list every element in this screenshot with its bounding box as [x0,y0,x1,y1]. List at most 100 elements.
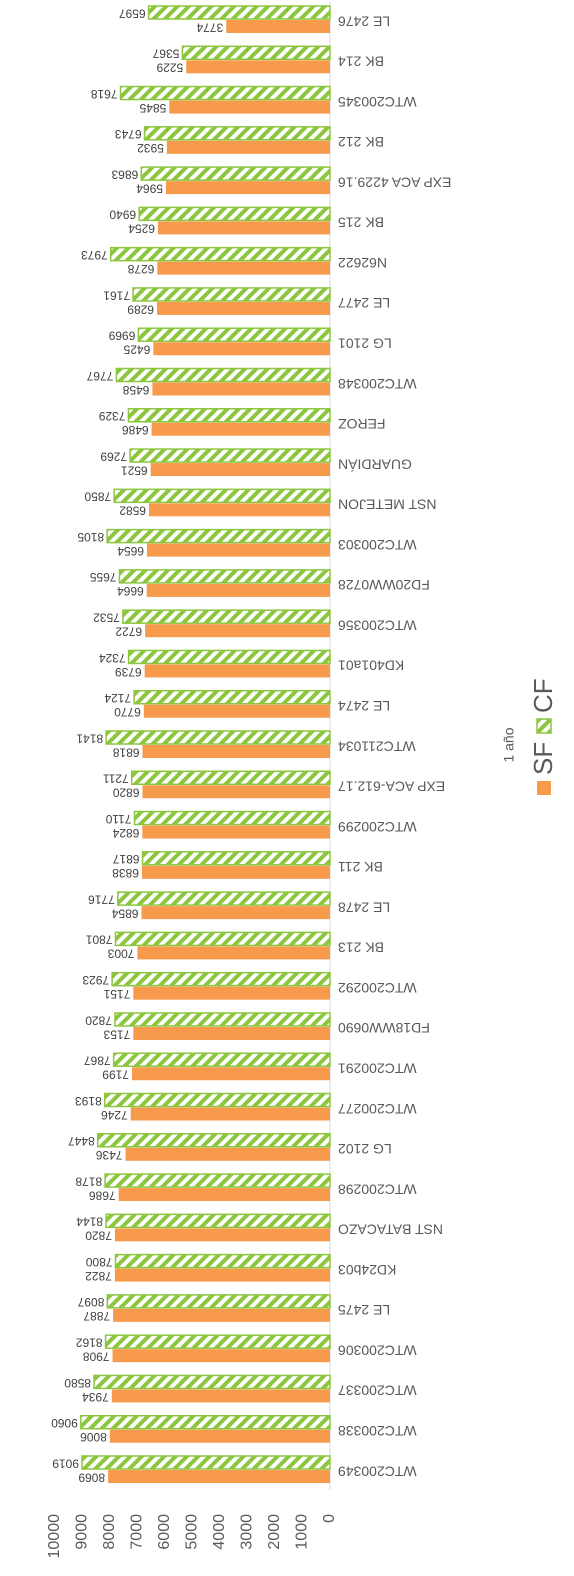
data-label: 6969 [108,329,135,343]
x-tick-label: BK 213 [338,940,384,956]
data-label: 7801 [85,933,112,947]
bar [133,986,330,1000]
x-tick-label: LE 2475 [338,1302,390,1318]
bar [181,45,331,61]
y-tick-label: 5000 [184,1514,201,1550]
x-tick-label: EXP ACA 4229.16 [338,174,452,190]
y-tick-label: 3000 [239,1514,256,1550]
data-label: 7820 [85,1013,112,1027]
x-tick-label: WTC200303 [338,537,417,553]
data-label: 6824 [112,826,139,840]
y-tick-label: 7000 [129,1514,146,1550]
y-tick-label: 9000 [74,1514,91,1550]
bar [142,825,330,839]
data-label: 6743 [115,127,142,141]
bar [111,1389,330,1403]
x-tick-label: WTC211034 [338,738,416,754]
bar [151,422,330,436]
x-tick-label: FEROZ [338,416,386,432]
bar [122,609,331,624]
x-tick-label: LE 2474 [338,698,390,714]
x-tick-label: BK 211 [338,859,383,875]
bar [130,770,331,786]
bar [137,946,330,960]
bar [105,1213,331,1229]
data-label: 7923 [82,973,109,987]
bar [127,649,331,665]
data-label: 7850 [84,490,111,504]
data-label: 6818 [112,745,139,759]
data-label: 8144 [76,1215,103,1229]
data-label: 5932 [137,141,164,155]
x-tick-label: WTC200356 [338,617,417,633]
x-tick-label: NST METEJON [338,497,437,513]
data-label: 6597 [119,6,146,20]
data-label: 6854 [111,906,138,920]
y-tick-label: 6000 [156,1514,173,1550]
bar [144,664,330,678]
data-label: 7767 [86,369,113,383]
x-tick-label: KD24b03 [338,1262,397,1278]
bar [150,463,330,477]
bar [165,181,330,195]
bar [143,704,330,718]
bar [133,810,331,826]
x-tick-label: LG 2101 [338,336,392,352]
data-label: 7800 [85,1255,112,1269]
bar [114,1012,331,1027]
x-tick-label: LE 2478 [338,899,390,915]
x-tick-label: LG 2102 [338,1141,392,1157]
y-tick-label: 1000 [294,1514,311,1550]
data-label: 6838 [112,866,139,880]
bar [138,206,331,222]
data-label: 7199 [102,1068,129,1082]
data-label: 7269 [100,449,127,463]
data-label: 6278 [127,262,154,276]
bar [104,1334,331,1349]
data-label: 7887 [83,1309,110,1323]
data-label: 6770 [114,705,141,719]
data-label: 5367 [152,47,179,61]
bar [132,1067,330,1081]
legend-swatch [537,781,551,795]
bar [113,488,331,504]
bar [148,503,330,517]
data-label: 6863 [111,167,138,181]
data-label: 6722 [115,624,142,638]
bar [80,1414,331,1430]
data-label: 7324 [99,651,126,665]
data-label: 6817 [113,852,140,866]
data-label: 6820 [112,786,139,800]
bar [108,1470,330,1483]
bar [137,327,331,342]
data-label: 8162 [76,1335,103,1349]
bar [114,1228,330,1242]
bar [226,20,330,33]
bar [125,1147,330,1161]
bar [114,1268,331,1282]
bar [114,1253,331,1269]
data-label: 7436 [95,1148,122,1162]
x-tick-label: WTC200291 [338,1061,417,1077]
x-tick-label: WTC200338 [338,1423,417,1439]
data-label: 5845 [139,101,166,115]
x-tick-label: FD20WW0728 [338,577,430,593]
bar [127,408,331,423]
x-tick-label: BK 214 [338,54,384,70]
bar [118,569,331,584]
bar [109,1429,331,1443]
bar [118,1188,330,1202]
bar [166,140,330,154]
y-tick-label: 2000 [266,1514,283,1550]
data-label: 6664 [117,584,144,598]
x-tick-label: WTC200292 [338,980,417,996]
data-label: 9019 [52,1456,79,1470]
bar [96,1133,331,1148]
bar [141,906,330,920]
bar [104,1173,331,1188]
data-label: 8193 [75,1094,102,1108]
x-tick-label: WTC200306 [338,1342,417,1358]
x-tick-label: WTC200337 [338,1383,417,1399]
x-tick-label: WTC200299 [338,819,417,835]
